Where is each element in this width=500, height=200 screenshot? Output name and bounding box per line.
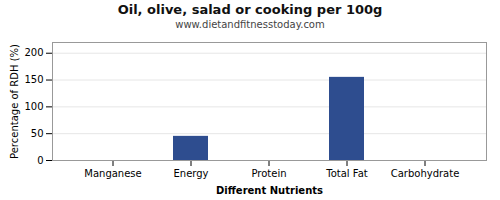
svg-text:Carbohydrate: Carbohydrate [391, 168, 460, 179]
svg-text:Protein: Protein [251, 168, 286, 179]
svg-text:100: 100 [24, 101, 43, 112]
html-text:Oil, olive, salad or cooking p: Oil, olive, salad or cooking per 100g [117, 2, 383, 17]
svg-text:Percentage of RDH (%): Percentage of RDH (%) [9, 44, 20, 159]
svg-text:Manganese: Manganese [84, 168, 141, 179]
svg-text:Total Fat: Total Fat [325, 168, 367, 179]
svg-text:Different Nutrients: Different Nutrients [216, 185, 323, 196]
svg-text:50: 50 [31, 128, 44, 139]
html-text:www.dietandfitnesstoday.com: www.dietandfitnesstoday.com [175, 19, 325, 30]
svg-text:0: 0 [37, 155, 43, 166]
svg-text:Energy: Energy [173, 168, 208, 179]
svg-text:200: 200 [24, 47, 43, 58]
svg-text:150: 150 [24, 74, 43, 85]
